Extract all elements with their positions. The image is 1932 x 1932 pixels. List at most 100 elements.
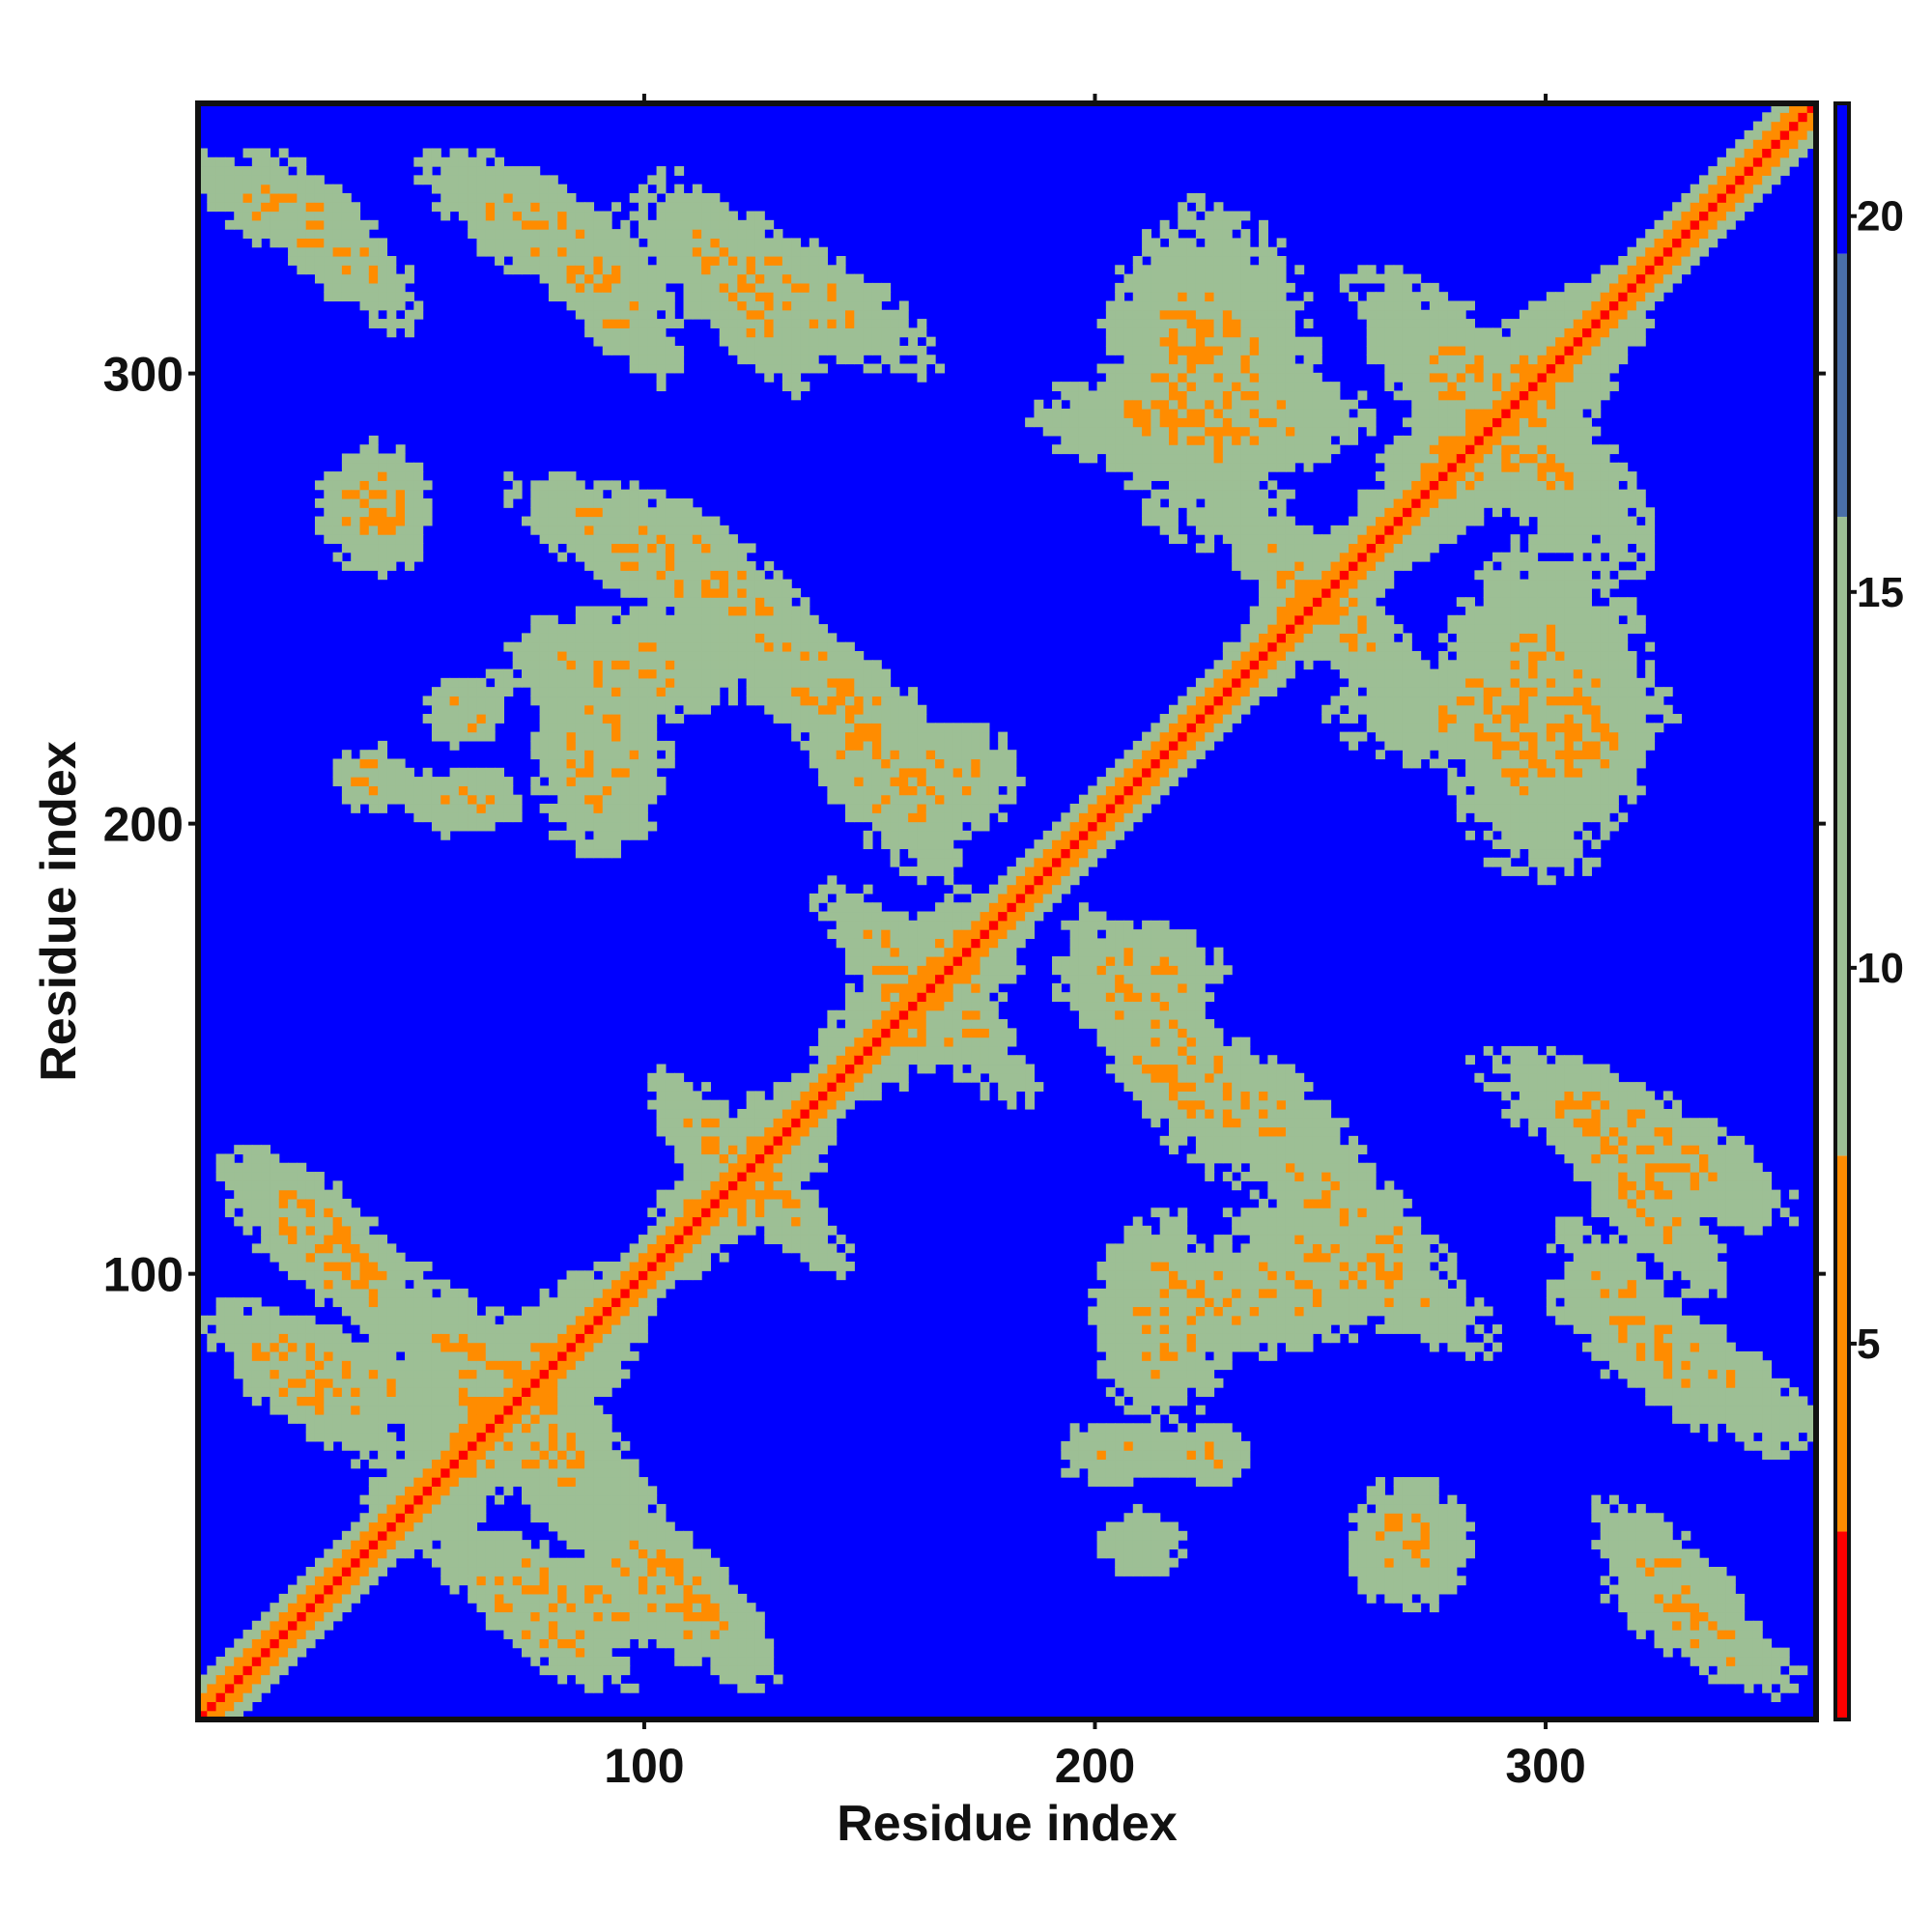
heatmap-cell (611, 336, 621, 347)
heatmap-cell (368, 238, 379, 248)
heatmap-cell (629, 587, 639, 598)
heatmap-cell (341, 1360, 352, 1371)
heatmap-cell (440, 1432, 451, 1442)
heatmap-cell (863, 992, 873, 1003)
heatmap-cell (503, 1387, 514, 1397)
heatmap-cell (746, 1198, 756, 1208)
heatmap-cell (754, 1611, 765, 1622)
heatmap-cell (665, 714, 675, 724)
heatmap-cell (539, 265, 550, 275)
heatmap-cell (584, 1279, 595, 1290)
heatmap-cell (638, 552, 648, 562)
heatmap-cell (854, 1072, 865, 1083)
heatmap-cell (278, 1235, 289, 1244)
heatmap-cell (476, 794, 487, 805)
heatmap-cell (638, 777, 648, 786)
heatmap-cell (925, 974, 936, 984)
heatmap-cell (314, 202, 325, 213)
heatmap-cell (440, 704, 451, 715)
heatmap-cell (539, 1566, 550, 1577)
heatmap-cell (378, 1288, 388, 1298)
heatmap-cell (584, 1288, 595, 1298)
heatmap-cell (261, 1324, 271, 1334)
heatmap-cell (278, 175, 289, 185)
heatmap-cell (647, 758, 658, 769)
heatmap-cell (935, 1037, 945, 1047)
heatmap-cell (288, 1216, 298, 1227)
heatmap-cell (710, 587, 721, 598)
heatmap-cell (674, 1118, 685, 1128)
heatmap-cell (845, 336, 855, 347)
heatmap-cell (351, 453, 361, 464)
heatmap-cell (449, 1530, 460, 1541)
heatmap-cell (378, 471, 388, 481)
heatmap-cell (557, 265, 568, 275)
heatmap-cell (593, 1342, 604, 1352)
heatmap-cell (297, 166, 307, 176)
heatmap-cell (854, 650, 865, 661)
heatmap-cell (781, 1145, 792, 1155)
heatmap-cell (512, 1369, 523, 1379)
heatmap-cell (575, 202, 585, 213)
heatmap-cell (719, 570, 729, 581)
heatmap-cell (773, 597, 783, 608)
heatmap-cell (647, 1235, 658, 1244)
heatmap-cell (288, 1172, 298, 1181)
heatmap-cell (207, 166, 217, 176)
heatmap-cell (602, 292, 612, 302)
heatmap-cell (710, 668, 721, 679)
heatmap-cell (305, 1566, 316, 1577)
heatmap-cell (898, 345, 909, 355)
heatmap-cell (719, 1208, 729, 1218)
heatmap-cell (656, 1235, 667, 1244)
heatmap-cell (261, 202, 271, 213)
heatmap-cell (710, 1225, 721, 1236)
heatmap-cell (800, 1072, 810, 1083)
heatmap-cell (781, 1162, 792, 1173)
heatmap-cell (701, 677, 712, 688)
heatmap-cell (324, 192, 334, 203)
heatmap-cell (827, 1225, 838, 1236)
heatmap-cell (468, 166, 478, 176)
heatmap-cell (818, 668, 828, 679)
heatmap-cell (665, 704, 675, 715)
heatmap-cell (368, 1503, 379, 1514)
heatmap-cell (548, 1593, 558, 1604)
heatmap-cell (791, 1243, 802, 1254)
heatmap-cell (395, 1513, 406, 1523)
heatmap-cell (952, 777, 963, 786)
heatmap-cell (629, 723, 639, 733)
heatmap-cell (332, 282, 343, 293)
heatmap-cell (854, 1019, 865, 1029)
heatmap-cell (871, 327, 882, 338)
heatmap-cell (935, 992, 945, 1003)
heatmap-cell (764, 696, 775, 706)
heatmap-cell (754, 229, 765, 240)
heatmap-cell (809, 1091, 819, 1101)
heatmap-cell (818, 777, 828, 786)
heatmap-cell (405, 1486, 414, 1496)
heatmap-cell (351, 1208, 361, 1218)
heatmap-cell (351, 1584, 361, 1595)
heatmap-cell (548, 175, 558, 185)
heatmap-cell (719, 1252, 729, 1263)
heatmap-cell (638, 1324, 648, 1334)
heatmap-cell (827, 677, 838, 688)
heatmap-cell (647, 767, 658, 778)
heatmap-cell (359, 265, 370, 275)
heatmap-cell (422, 1261, 433, 1271)
heatmap-cell (620, 1288, 631, 1298)
heatmap-cell (809, 345, 819, 355)
heatmap-cell (890, 920, 900, 930)
heatmap-cell (898, 740, 909, 751)
heatmap-cell (602, 211, 612, 221)
heatmap-cell (449, 192, 460, 203)
heatmap-cell (925, 821, 936, 832)
heatmap-cell (449, 704, 460, 715)
heatmap-cell (827, 929, 838, 939)
heatmap-cell (836, 1082, 846, 1092)
heatmap-cell (458, 1360, 469, 1371)
heatmap-cell (638, 256, 648, 266)
heatmap-cell (557, 1557, 568, 1568)
heatmap-cell (917, 785, 927, 796)
